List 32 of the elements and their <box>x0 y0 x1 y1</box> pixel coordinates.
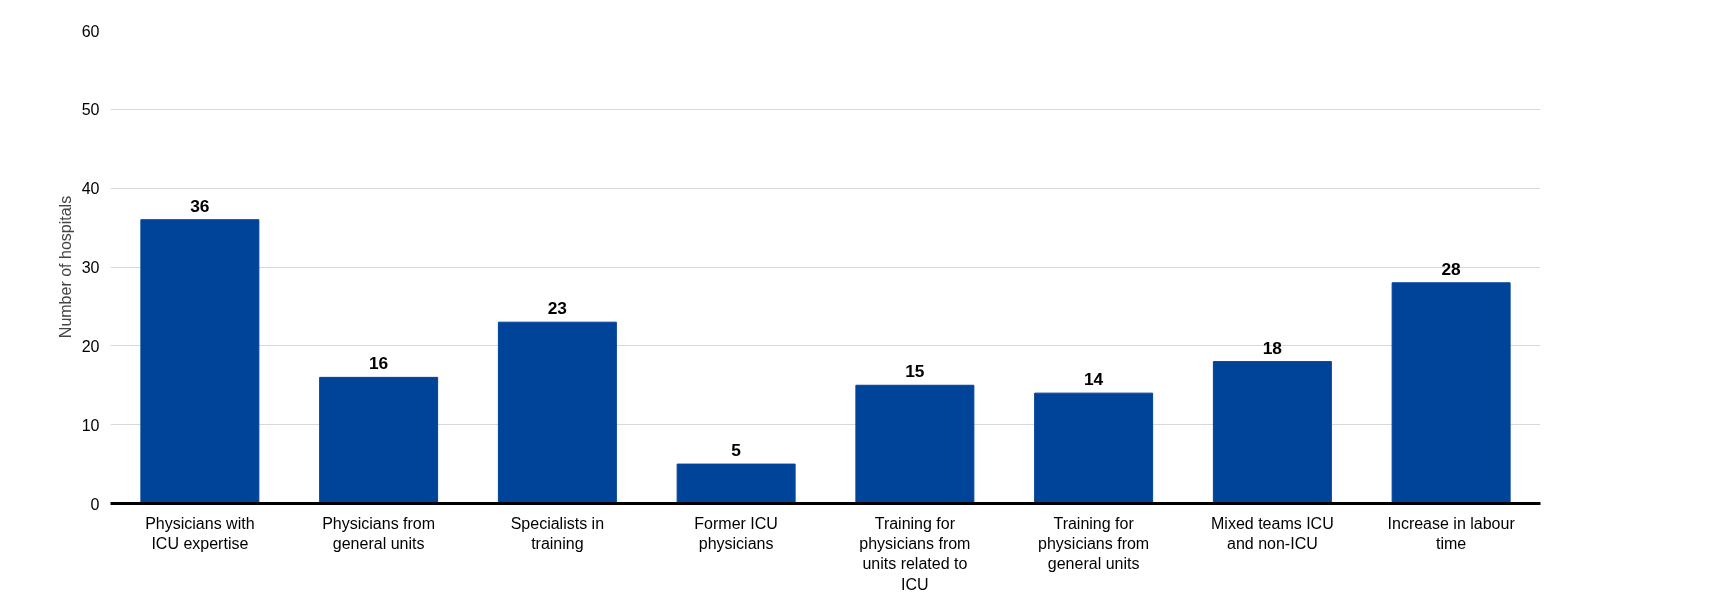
bar <box>319 376 439 504</box>
data-label: 16 <box>368 353 389 374</box>
bar <box>676 463 796 504</box>
bar <box>855 384 975 504</box>
x-tick-label: Physicians with ICU expertise <box>145 514 255 552</box>
x-tick-label: Former ICU physicians <box>694 514 778 552</box>
data-label: 28 <box>1441 258 1462 279</box>
x-tick-label: Specialists in training <box>510 514 605 552</box>
y-tick-label: 0 <box>90 495 100 513</box>
bar <box>140 219 260 504</box>
data-label: 36 <box>190 195 210 216</box>
data-label: 5 <box>731 440 742 461</box>
x-tick-label: Training for physicians from general units <box>1038 514 1150 573</box>
y-tick-label: 10 <box>81 416 100 434</box>
data-label: 15 <box>905 361 925 382</box>
y-tick-label: 20 <box>81 337 100 355</box>
bar <box>1391 282 1511 504</box>
y-axis-title: Number of hospitals <box>56 195 74 339</box>
data-label: 23 <box>547 298 568 319</box>
y-tick-label: 40 <box>81 180 100 198</box>
y-tick-label: 50 <box>81 101 100 119</box>
bar <box>1034 392 1154 504</box>
x-tick-label: Increase in labour time <box>1387 514 1516 552</box>
y-tick-label: 60 <box>81 22 100 40</box>
x-tick-label: Mixed teams ICU and non-ICU <box>1211 514 1334 552</box>
x-tick-label: Training for physicians from units related to ICU <box>859 514 971 593</box>
bar <box>1212 361 1332 504</box>
data-label: 14 <box>1083 369 1104 390</box>
y-tick-label: 30 <box>81 259 100 276</box>
x-tick-label: Physicians from general units <box>322 514 436 552</box>
bar <box>497 321 617 504</box>
data-label: 18 <box>1262 337 1283 358</box>
